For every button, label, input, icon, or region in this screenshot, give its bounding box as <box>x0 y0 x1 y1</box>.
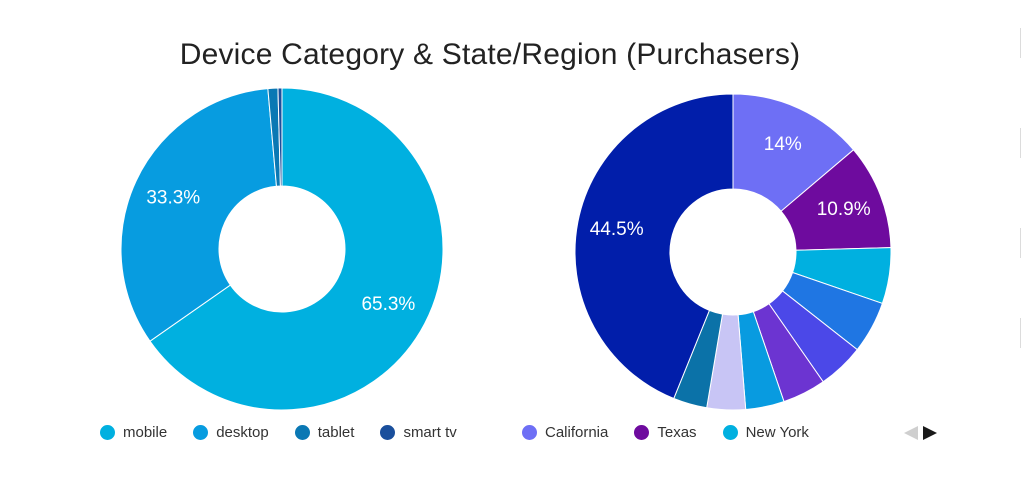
edge-divider <box>1020 228 1021 258</box>
legend-swatch <box>193 425 209 440</box>
slice-value-label: 44.5% <box>590 219 644 240</box>
legend-item-desktop[interactable]: desktop <box>193 424 269 441</box>
slice-value-label: 10.9% <box>817 199 871 220</box>
legend-pager <box>904 426 942 440</box>
donut-slice-other-9[interactable] <box>574 93 734 400</box>
legend-label: desktop <box>216 424 269 441</box>
edge-divider <box>1020 28 1021 58</box>
triangle-right-icon[interactable] <box>923 426 937 440</box>
legend-item-smart-tv[interactable]: smart tv <box>380 424 457 441</box>
legend-label: mobile <box>123 424 168 441</box>
legend-swatch <box>722 425 738 440</box>
donut-slice-california[interactable] <box>732 93 855 212</box>
device-legend: mobile desktop tablet smart tv <box>100 424 483 441</box>
legend-swatch <box>634 425 650 440</box>
legend-label: New York <box>745 424 809 441</box>
donut-slice-mobile[interactable] <box>149 87 444 411</box>
region-legend: California Texas New York <box>522 424 835 441</box>
donut-slice-smart-tv[interactable] <box>277 87 283 187</box>
legend-swatch <box>380 425 396 440</box>
legend-item-tablet[interactable]: tablet <box>294 424 355 441</box>
legend-swatch <box>522 425 537 440</box>
legend-swatch <box>100 425 115 440</box>
chart-title: Device Category & State/Region (Purchase… <box>179 38 801 71</box>
legend-swatch <box>294 425 310 440</box>
legend-item-mobile[interactable]: mobile <box>100 424 167 441</box>
edge-divider <box>1020 318 1021 348</box>
donut-slice-desktop[interactable] <box>120 88 278 342</box>
legend-item-california[interactable]: California <box>522 424 608 441</box>
slice-value-label: 33.3% <box>146 188 200 209</box>
edge-divider <box>1020 128 1021 158</box>
slice-value-label: 65.3% <box>361 294 415 315</box>
legend-label: tablet <box>317 424 355 441</box>
legend-label: Texas <box>657 424 697 441</box>
legend-item-new-york[interactable]: New York <box>722 424 809 441</box>
legend-item-texas[interactable]: Texas <box>634 424 697 441</box>
slice-value-label: 14% <box>764 134 802 155</box>
triangle-left-icon[interactable] <box>904 426 918 440</box>
legend-label: smart tv <box>403 424 457 441</box>
legend-label: California <box>545 424 609 441</box>
